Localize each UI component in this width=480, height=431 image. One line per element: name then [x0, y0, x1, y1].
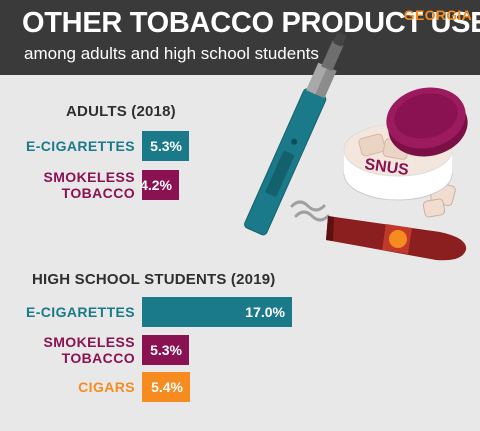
students-category-label: E-CIGARETTES — [25, 304, 135, 320]
adults-value-label: 5.3% — [150, 138, 182, 154]
page-title: OTHER TOBACCO PRODUCT USE — [22, 7, 480, 39]
adults-bar: 5.3% — [142, 131, 189, 161]
e-cigarette-icon — [244, 32, 347, 236]
students-value-label: 17.0% — [245, 304, 285, 320]
snus-tin-icon: SNUS — [343, 87, 468, 218]
students-value-label: 5.4% — [151, 379, 183, 395]
adults-category-label: SMOKELESS TOBACCO — [43, 169, 135, 201]
students-bar: 5.4% — [142, 372, 190, 402]
adults-bar: 4.2% — [140, 170, 179, 200]
smoke-icon — [290, 200, 330, 222]
students-category-label: CIGARS — [78, 379, 135, 395]
adults-value-label: 4.2% — [140, 177, 172, 193]
students-bar: 17.0% — [142, 297, 292, 327]
state-label: GEORGIA — [403, 7, 472, 23]
students-bar: 5.3% — [142, 335, 189, 365]
header-banner: OTHER TOBACCO PRODUCT USE among adults a… — [0, 0, 480, 75]
adults-category-label: E-CIGARETTES — [25, 138, 135, 154]
page-subtitle: among adults and high school students — [24, 44, 319, 63]
snus-label: SNUS — [363, 156, 410, 179]
students-value-label: 5.3% — [150, 342, 182, 358]
students-category-label: SMOKELESS TOBACCO — [43, 334, 135, 366]
students-section-title: HIGH SCHOOL STUDENTS (2019) — [32, 271, 276, 288]
adults-section-title: ADULTS (2018) — [66, 103, 176, 120]
cigar-icon — [326, 216, 467, 261]
